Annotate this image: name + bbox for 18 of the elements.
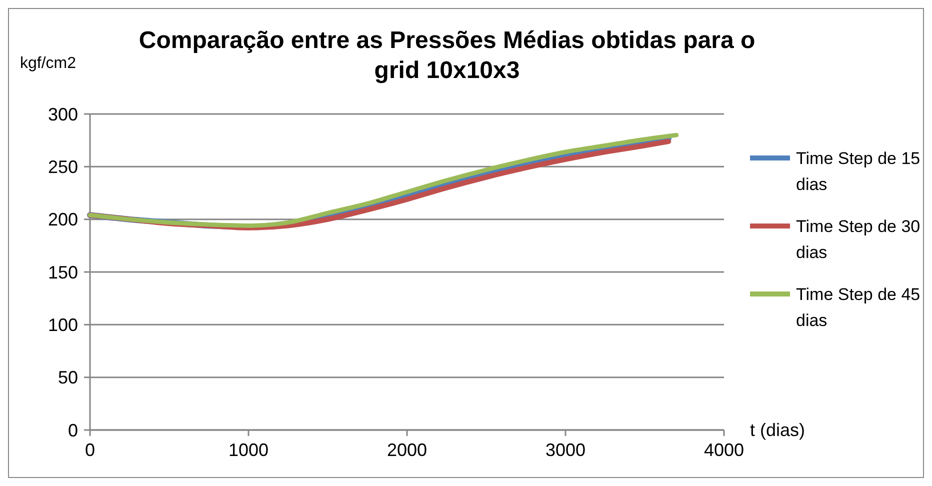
y-tick-label: 150: [48, 262, 78, 282]
y-tick-label: 200: [48, 210, 78, 230]
x-axis-title: t (dias): [750, 420, 806, 440]
x-tick-label: 2000: [386, 440, 428, 460]
chart-title: Comparação entre as Pressões Médias obtidas para o grid 10x10x3: [138, 27, 756, 84]
y-axis-title: kgf/cm2: [20, 55, 76, 72]
y-tick-label: 50: [58, 368, 78, 388]
x-tick-label: 4000: [704, 440, 744, 460]
legend-label: Time Step de 30 dias: [796, 217, 920, 262]
y-tick-label: 300: [48, 104, 78, 124]
x-tick-label: 1000: [228, 440, 269, 460]
legend-label: Time Step de 15 dias: [796, 149, 920, 194]
legend-label: Time Step de 45 dias: [796, 285, 920, 330]
y-tick-label: 0: [68, 420, 78, 440]
y-tick-label: 100: [48, 314, 78, 335]
x-tick-label: 0: [84, 440, 96, 460]
y-tick-label: 250: [48, 156, 78, 177]
x-tick-label: 3000: [545, 440, 586, 460]
